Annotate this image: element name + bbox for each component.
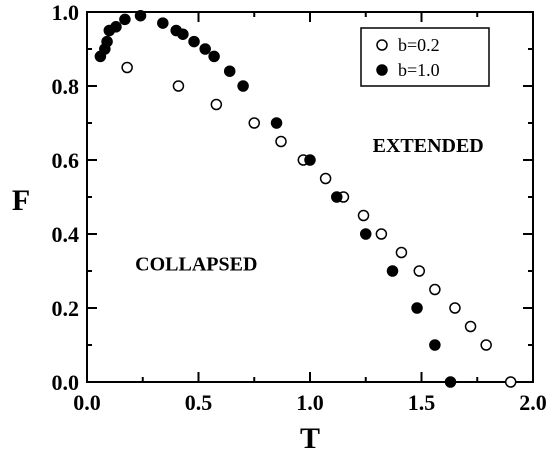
y-tick-label: 1.0 — [52, 0, 80, 25]
point-b02 — [172, 80, 185, 92]
point-b02 — [210, 98, 223, 111]
point-b10 — [101, 35, 113, 48]
region-label: COLLAPSED — [135, 254, 257, 276]
annotations: EXTENDED COLLAPSED — [135, 135, 484, 275]
legend-label-b10: b=1.0 — [398, 60, 440, 80]
point-b10 — [199, 43, 211, 55]
point-b02 — [395, 246, 408, 259]
point-b02 — [464, 320, 477, 333]
region-label: EXTENDED — [373, 135, 484, 157]
legend-marker-b10 — [376, 64, 388, 76]
point-b02 — [375, 228, 388, 240]
y-tick-label: 0.2 — [52, 296, 80, 321]
point-b02 — [275, 135, 287, 148]
point-b02 — [357, 209, 370, 222]
point-b10 — [237, 80, 249, 92]
point-b10 — [223, 65, 236, 77]
x-tick-label: 0.5 — [185, 390, 213, 415]
y-tick-label: 0.4 — [52, 222, 80, 247]
y-axis-label: F — [12, 184, 30, 217]
x-axis-label: T — [300, 422, 320, 455]
y-tick-label: 0.6 — [52, 148, 80, 173]
point-b10 — [360, 228, 372, 240]
point-b02 — [121, 61, 133, 74]
point-b02 — [429, 283, 441, 296]
x-tick-label: 1.5 — [408, 390, 436, 415]
x-tick-label: 1.0 — [296, 390, 324, 415]
y-tick-label: 0.0 — [52, 370, 80, 395]
point-b10 — [429, 339, 441, 351]
point-b02 — [480, 339, 492, 351]
legend-box — [360, 27, 490, 87]
point-b02 — [319, 172, 332, 185]
point-b02 — [413, 265, 426, 277]
point-b10 — [331, 191, 343, 203]
point-b10 — [270, 117, 283, 129]
point-b10 — [208, 50, 220, 63]
legend: b=0.2 b=1.0 — [360, 27, 490, 87]
point-b02 — [248, 117, 260, 129]
point-b10 — [157, 17, 169, 29]
point-b10 — [386, 265, 399, 277]
point-b02 — [449, 302, 461, 314]
point-b10 — [110, 21, 122, 33]
point-b10 — [444, 376, 457, 388]
x-tick-label: 2.0 — [519, 390, 546, 415]
point-b10 — [119, 13, 131, 26]
legend-marker-b02 — [376, 39, 388, 51]
x-tick-labels: 0.0 0.5 1.0 1.5 2.0 — [73, 390, 546, 415]
y-tick-labels: 0.0 0.2 0.4 0.6 0.8 1.0 — [52, 0, 80, 395]
point-b10 — [188, 35, 200, 48]
y-tick-label: 0.8 — [52, 74, 80, 99]
x-tick-label: 0.0 — [73, 390, 101, 415]
data-points — [94, 9, 517, 388]
point-b10 — [304, 154, 316, 166]
point-b10 — [134, 9, 147, 22]
point-b02 — [504, 376, 517, 388]
legend-label-b02: b=0.2 — [398, 35, 440, 55]
point-b10 — [411, 302, 423, 314]
point-b10 — [177, 28, 189, 40]
